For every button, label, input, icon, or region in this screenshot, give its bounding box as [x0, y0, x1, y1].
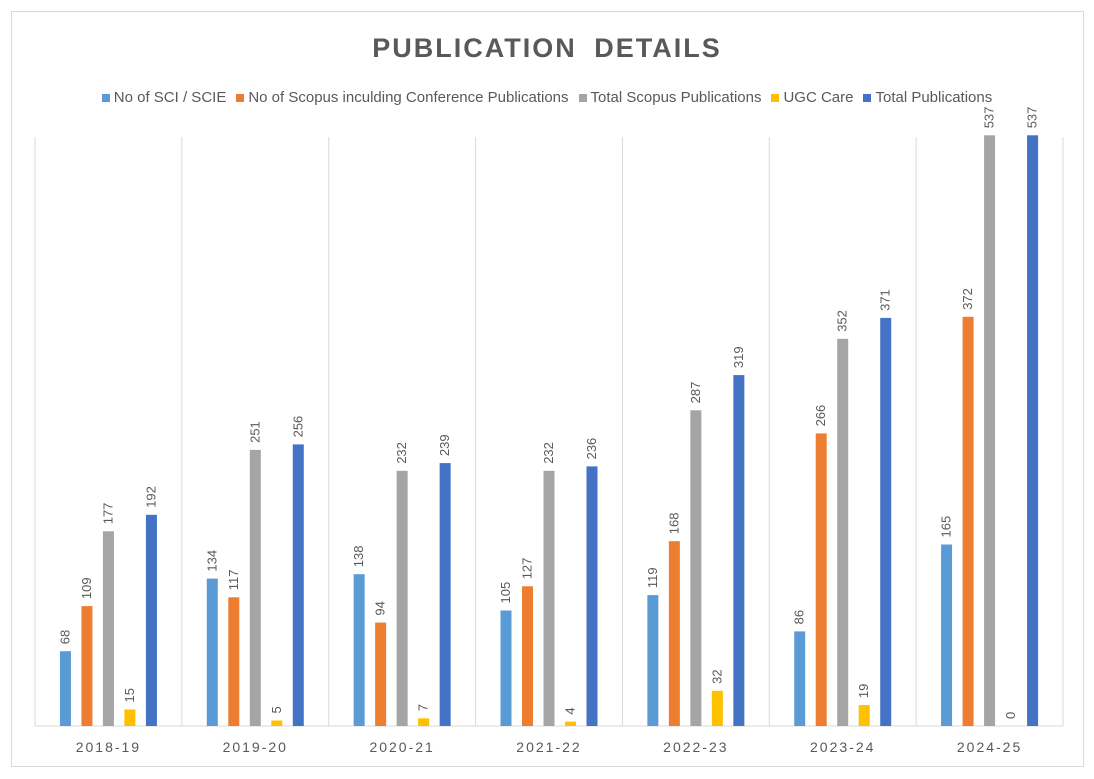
x-tick-label: 2021-22 — [516, 739, 581, 755]
data-label: 537 — [1025, 107, 1040, 129]
legend-item: Total Scopus Publications — [578, 89, 762, 106]
data-label: 94 — [373, 601, 388, 615]
data-label: 0 — [1003, 712, 1018, 719]
legend: No of SCI / SCIE No of Scopus inculding C… — [0, 89, 1094, 106]
x-tick-label: 2019-20 — [223, 739, 288, 755]
legend-item: UGC Care — [771, 89, 853, 106]
bar — [500, 610, 512, 726]
data-label: 7 — [416, 704, 431, 711]
bar — [565, 721, 576, 726]
bar — [124, 709, 136, 726]
x-tick-label: 2024-25 — [957, 739, 1022, 755]
legend-label: Total Publications — [875, 89, 993, 106]
legend-label: Total Scopus Publications — [590, 89, 762, 106]
bar — [962, 316, 974, 726]
bar — [249, 449, 261, 726]
data-label: 232 — [394, 442, 409, 464]
data-label: 266 — [813, 405, 828, 427]
data-label: 251 — [247, 421, 262, 443]
data-label: 371 — [878, 289, 893, 311]
data-label: 287 — [688, 382, 703, 404]
data-label: 192 — [143, 486, 158, 508]
legend-label: No of SCI / SCIE — [113, 89, 227, 106]
bar — [586, 466, 598, 726]
bar — [228, 597, 240, 726]
bar — [206, 578, 218, 726]
data-label: 372 — [960, 288, 975, 310]
bar — [880, 317, 892, 726]
bar — [837, 338, 849, 726]
legend-label: UGC Care — [783, 89, 854, 106]
data-label: 239 — [437, 434, 452, 456]
legend-label: No of Scopus inculding Conference Public… — [248, 89, 569, 106]
data-label: 232 — [541, 442, 556, 464]
data-label: 5 — [269, 706, 284, 713]
x-tick-label: 2020-21 — [369, 739, 434, 755]
legend-item: No of Scopus inculding Conference Public… — [236, 89, 569, 106]
data-label: 68 — [57, 630, 72, 644]
bar — [81, 606, 93, 726]
data-label: 19 — [856, 684, 871, 698]
data-label: 15 — [122, 688, 137, 702]
bar — [941, 544, 953, 726]
data-label: 537 — [982, 107, 997, 129]
bar — [984, 135, 996, 727]
data-label: 352 — [835, 310, 850, 332]
bar — [815, 433, 827, 726]
data-label: 105 — [498, 582, 513, 604]
data-label: 138 — [351, 545, 366, 567]
legend-item: No of SCI / SCIE — [101, 89, 227, 106]
legend-swatch — [863, 93, 872, 102]
bar — [396, 470, 408, 726]
data-label: 4 — [563, 707, 578, 714]
bar — [690, 410, 702, 726]
bar — [543, 470, 555, 726]
bar — [733, 375, 745, 726]
data-label: 127 — [520, 558, 535, 580]
bar — [418, 718, 430, 726]
bar — [668, 541, 680, 726]
legend-swatch — [101, 93, 110, 102]
legend-swatch — [771, 93, 780, 102]
data-label: 256 — [290, 416, 305, 438]
legend-swatch — [578, 93, 587, 102]
data-label: 168 — [666, 512, 681, 534]
data-label: 86 — [792, 610, 807, 624]
data-label: 319 — [731, 346, 746, 368]
bar — [522, 586, 533, 726]
bar — [145, 514, 157, 726]
x-tick-label: 2022-23 — [663, 739, 728, 755]
data-label: 119 — [645, 567, 660, 588]
bar — [711, 690, 723, 726]
data-label: 32 — [709, 669, 724, 683]
data-label: 236 — [584, 438, 599, 460]
bar — [439, 463, 451, 726]
bar — [59, 651, 71, 726]
bar — [647, 595, 659, 726]
bar — [271, 720, 283, 726]
bar — [353, 574, 365, 726]
x-tick-label: 2023-24 — [810, 739, 875, 755]
legend-swatch — [236, 93, 245, 102]
bar — [375, 622, 387, 726]
data-label: 165 — [939, 516, 954, 538]
legend-item: Total Publications — [863, 89, 992, 106]
chart-title: PUBLICATION DETAILS — [372, 33, 722, 63]
bar — [292, 444, 304, 726]
bar — [794, 631, 806, 726]
data-label: 117 — [226, 570, 241, 591]
data-label: 109 — [79, 577, 94, 599]
bar — [102, 531, 114, 726]
x-tick-label: 2018-19 — [76, 739, 141, 755]
data-label: 134 — [204, 550, 219, 572]
bar — [858, 705, 870, 726]
data-label: 177 — [100, 503, 115, 525]
bar — [1027, 135, 1039, 727]
